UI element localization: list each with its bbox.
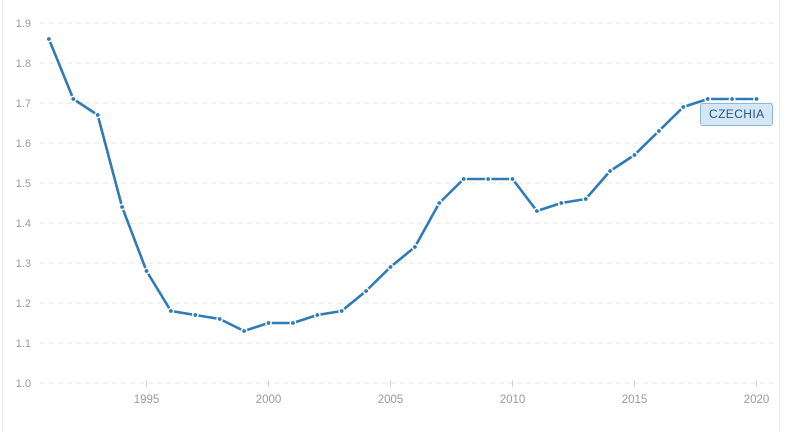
y-axis-tick-label: 1.9 [16,18,31,30]
panel-left-border [2,0,3,432]
data-point-marker[interactable] [681,105,686,109]
x-axis-tick-label: 2005 [378,394,404,406]
y-axis-tick-label: 1.8 [16,58,31,70]
data-point-marker[interactable] [559,201,564,205]
data-point-marker[interactable] [754,97,759,101]
data-point-marker[interactable] [705,97,710,101]
y-axis-tick-label: 1.4 [16,218,31,230]
data-line-czechia[interactable] [47,37,758,333]
data-point-marker[interactable] [193,313,198,317]
data-point-marker[interactable] [364,289,368,293]
data-point-marker[interactable] [486,177,490,181]
y-axis-tick-label: 1.3 [16,258,31,270]
y-axis-tick-label: 1.7 [16,98,31,110]
data-point-marker[interactable] [657,129,661,133]
data-point-marker[interactable] [169,309,173,313]
data-point-marker[interactable] [535,209,539,213]
y-axis-tick-label: 1.2 [16,298,31,310]
panel-right-border [779,0,780,432]
data-point-marker[interactable] [437,201,442,205]
data-point-marker[interactable] [461,177,466,181]
data-point-marker[interactable] [291,321,295,325]
y-axis-tick-label: 1.5 [16,178,31,190]
data-point-marker[interactable] [388,265,393,269]
data-point-marker[interactable] [632,153,637,157]
y-axis-tick-label: 1.1 [16,338,31,350]
y-axis-tick-label: 1.6 [16,138,31,150]
y-axis-tick-label: 1.0 [16,378,31,390]
data-point-marker[interactable] [583,197,588,201]
x-axis-tick-label: 2015 [622,394,648,406]
data-point-marker[interactable] [339,309,344,313]
x-axis-tick-label: 1995 [134,394,160,406]
data-point-marker[interactable] [242,329,247,333]
series-badge-czechia[interactable]: CZECHIA [700,103,774,126]
data-point-marker[interactable] [95,113,100,117]
data-point-marker[interactable] [144,269,149,273]
data-point-marker[interactable] [217,317,222,321]
x-axis-tick-label: 2010 [500,394,526,406]
data-point-marker[interactable] [730,97,734,101]
data-point-marker[interactable] [266,321,271,325]
data-point-marker[interactable] [413,245,417,249]
data-point-marker[interactable] [120,205,124,209]
data-point-marker[interactable] [47,37,51,41]
x-axis-tick-label: 2000 [256,394,282,406]
data-point-marker[interactable] [510,177,515,181]
data-point-marker[interactable] [71,97,76,101]
x-axis-tick-label: 2020 [744,394,770,406]
data-point-marker[interactable] [608,169,612,173]
data-point-marker[interactable] [315,313,320,317]
